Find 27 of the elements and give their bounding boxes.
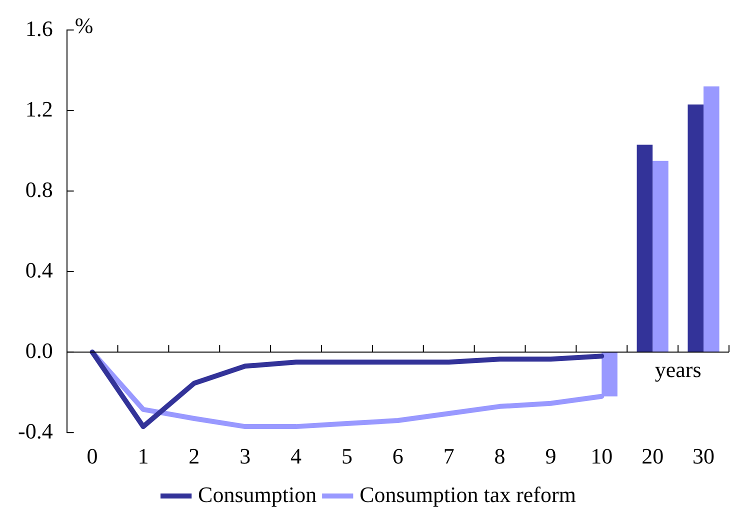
- x-tick-label: 2: [188, 444, 200, 469]
- x-tick-label: 7: [443, 444, 454, 469]
- x-tick-label: 9: [545, 444, 556, 469]
- x-tick-label: 0: [86, 444, 98, 469]
- x-tick-label: 5: [341, 444, 352, 469]
- bar: [636, 144, 653, 352]
- y-tick-label: 0.0: [25, 338, 53, 363]
- x-tick-label: 3: [240, 444, 251, 469]
- x-tick-label: 10: [590, 444, 613, 469]
- legend-label: Consumption: [198, 482, 317, 507]
- bar: [652, 160, 668, 352]
- legend-label: Consumption tax reform: [360, 482, 576, 507]
- bar: [688, 104, 704, 352]
- x-tick-label: 6: [392, 444, 404, 469]
- y-tick-label: 1.2: [25, 96, 53, 122]
- y-tick-label: 0.4: [25, 257, 53, 282]
- x-axis-title: years: [654, 356, 702, 382]
- x-tick-label: 30: [692, 444, 715, 469]
- x-tick-label: 8: [494, 444, 506, 469]
- x-tick-label: 1: [138, 444, 149, 469]
- bar: [704, 86, 720, 352]
- y-tick-label: -0.4: [18, 418, 53, 444]
- y-tick-label: 1.6: [25, 16, 53, 41]
- y-tick-label: 0.8: [25, 176, 53, 202]
- y-axis-title: %: [74, 12, 94, 38]
- x-tick-label: 4: [290, 444, 302, 469]
- x-tick-label: 20: [642, 444, 664, 469]
